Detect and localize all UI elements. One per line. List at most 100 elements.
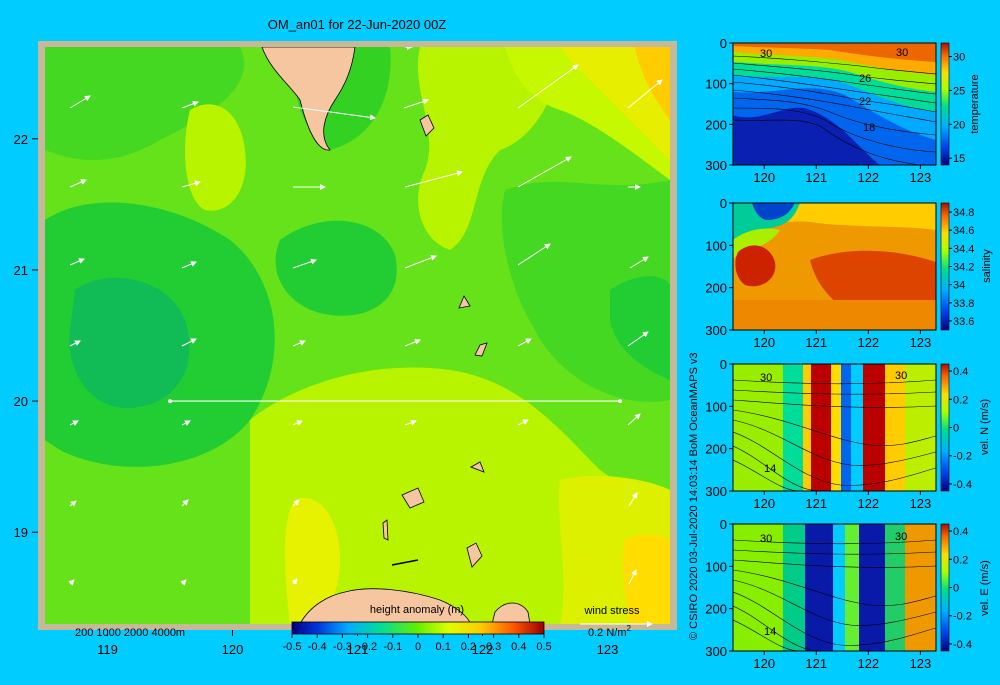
ve-contour-label: 30 bbox=[895, 531, 907, 543]
map-y-tick-label: 20 bbox=[14, 394, 28, 409]
panel-y-tick-label: 0 bbox=[720, 36, 727, 51]
wind-scale-title: wind stress bbox=[583, 605, 640, 617]
cbar-tick-label: 34.2 bbox=[953, 262, 974, 274]
panel-y-tick-label: 200 bbox=[705, 602, 727, 617]
cbar-tick-label: -0.4 bbox=[953, 639, 972, 651]
panel-y-tick-label: 100 bbox=[705, 238, 727, 253]
map-colorbar-tick-label: 0.3 bbox=[486, 641, 501, 653]
temp-contour-label: 30 bbox=[760, 48, 772, 60]
map-x-tick-label: 122 bbox=[472, 642, 494, 657]
panel-y-tick-label: 200 bbox=[705, 442, 727, 457]
vn-contours bbox=[733, 379, 936, 491]
land-taiwan bbox=[261, 47, 356, 151]
temp-contour-label: 18 bbox=[863, 122, 875, 134]
map-colorbar-tick-label: 0.2 bbox=[461, 641, 476, 653]
panel-y-tick-label: 300 bbox=[705, 158, 727, 173]
panel-x-tick-label: 121 bbox=[805, 496, 827, 511]
cbar-tick-label: 25 bbox=[953, 85, 965, 97]
map-colorbar-tick-label: 0.1 bbox=[436, 641, 451, 653]
land-island-7 bbox=[382, 519, 389, 541]
temp-contours bbox=[733, 55, 936, 165]
cbar-salinity bbox=[940, 202, 950, 331]
panel-velocity-east-plot: 30 30 14 bbox=[733, 524, 936, 651]
panel-y-tick-label: 300 bbox=[705, 644, 727, 659]
wind-scale-value: 0.2 N/m2 bbox=[588, 624, 632, 639]
map-y-tick-label: 21 bbox=[14, 263, 28, 278]
vn-band bbox=[851, 364, 863, 491]
cbar-temperature-label: temperature bbox=[969, 74, 981, 133]
vn-band bbox=[863, 364, 885, 491]
wind-scale: wind stress 0.2 N/m2 bbox=[580, 605, 653, 639]
cbar-tick-label: 33.6 bbox=[953, 316, 974, 328]
land-island-2 bbox=[458, 295, 471, 309]
map-x-tick-label: 123 bbox=[597, 642, 619, 657]
vn-band bbox=[803, 364, 811, 491]
temp-contour-label: 30 bbox=[896, 47, 908, 59]
map-colorbar-ramp bbox=[291, 621, 545, 635]
wind-scale-exponent: 2 bbox=[627, 624, 632, 633]
map-high-region-northeast-inner bbox=[560, 47, 670, 160]
map-high-region-south-core bbox=[285, 498, 340, 624]
land-island-6 bbox=[466, 542, 483, 568]
map-low-region-west-core bbox=[69, 277, 190, 409]
depth-contours-label: 200 1000 2000 4000m bbox=[75, 627, 185, 639]
map-colorbar-tick-label: -0.2 bbox=[358, 641, 377, 653]
panel-x-tick-label: 120 bbox=[753, 496, 775, 511]
land-island-3 bbox=[474, 342, 488, 357]
ve-band bbox=[783, 524, 805, 651]
panel-temperature: 30 30 26 22 18 temperature 120 121 122 123 0… bbox=[705, 36, 981, 185]
panel-temperature-border bbox=[732, 42, 937, 166]
wind-vectors bbox=[68, 47, 663, 586]
map-high-region-southeast-peak bbox=[622, 534, 670, 624]
vn-band bbox=[885, 364, 905, 491]
credit-text: © CSIRO 2020 03-Jul-2020 14:03:14 BoM Oc… bbox=[688, 352, 700, 640]
cbar-tick-label: -0.2 bbox=[953, 451, 972, 463]
cbar-tick-label: 33.8 bbox=[953, 298, 974, 310]
map-colorbar-tick-label: -0.3 bbox=[333, 641, 352, 653]
map-colorbar-tick-label: 0.4 bbox=[511, 641, 526, 653]
panel-x-tick-label: 120 bbox=[753, 656, 775, 671]
panel-y-tick-label: 300 bbox=[705, 484, 727, 499]
cbar-tick-label: 0.4 bbox=[953, 366, 968, 378]
map-x-tick-label: 120 bbox=[222, 642, 244, 657]
panel-x-tick-label: 120 bbox=[753, 335, 775, 350]
ve-band bbox=[905, 524, 936, 651]
figure-title: OM_an01 for 22-Jun-2020 00Z bbox=[268, 17, 447, 32]
vn-contour-label: 14 bbox=[764, 463, 776, 475]
cbar-velocity-north bbox=[940, 363, 950, 492]
ve-contours bbox=[733, 539, 936, 651]
map-colorbar-tick-label: -0.4 bbox=[308, 641, 327, 653]
map-colorbar-tick-label: 0.5 bbox=[536, 641, 551, 653]
ve-contour-label: 30 bbox=[760, 533, 772, 545]
panel-x-tick-label: 122 bbox=[857, 496, 879, 511]
vn-contour-label: 30 bbox=[760, 372, 772, 384]
ve-band bbox=[859, 524, 885, 651]
panel-x-tick-label: 122 bbox=[857, 335, 879, 350]
panel-x-tick-label: 123 bbox=[910, 170, 932, 185]
vn-band bbox=[905, 364, 936, 491]
panel-y-tick-label: 100 bbox=[705, 559, 727, 574]
map-colorbar-ticks: -0.5 -0.4 -0.3 -0.2 -0.1 0 0.1 0.2 0.3 0.4 0.5 bbox=[283, 634, 552, 653]
sal-high-core-left bbox=[735, 245, 776, 287]
temp-layer-surface bbox=[733, 43, 936, 62]
cbar-salinity-label: salinity bbox=[981, 249, 993, 283]
land-island-5 bbox=[401, 487, 425, 509]
map-high-region-north-center bbox=[417, 47, 560, 250]
vn-band bbox=[811, 364, 831, 491]
panel-velocity-east: 30 30 14 vel. E (m/s) 120 121 122 123 0 100 20… bbox=[705, 517, 991, 671]
map-colorbar-tick-label: -0.5 bbox=[283, 641, 302, 653]
map-y-tick-label: 22 bbox=[14, 132, 28, 147]
map-x-tick-label: 119 bbox=[97, 642, 118, 657]
ve-band bbox=[885, 524, 905, 651]
panel-x-tick-label: 121 bbox=[805, 335, 827, 350]
cbar-tick-label: 0 bbox=[953, 423, 959, 435]
panel-temperature-axes: 120 121 122 123 0 100 200 300 30 25 20 15 bbox=[705, 36, 965, 185]
panel-velocity-north-border bbox=[732, 363, 937, 492]
ve-band bbox=[805, 524, 833, 651]
sal-fresh-core bbox=[752, 203, 795, 221]
land-island-4 bbox=[470, 461, 485, 473]
panel-velocity-east-axes: 120 121 122 123 0 100 200 300 0.4 0.2 0 -0.2 -0.4 bbox=[705, 517, 972, 671]
cbar-tick-label: 34.6 bbox=[953, 225, 974, 237]
